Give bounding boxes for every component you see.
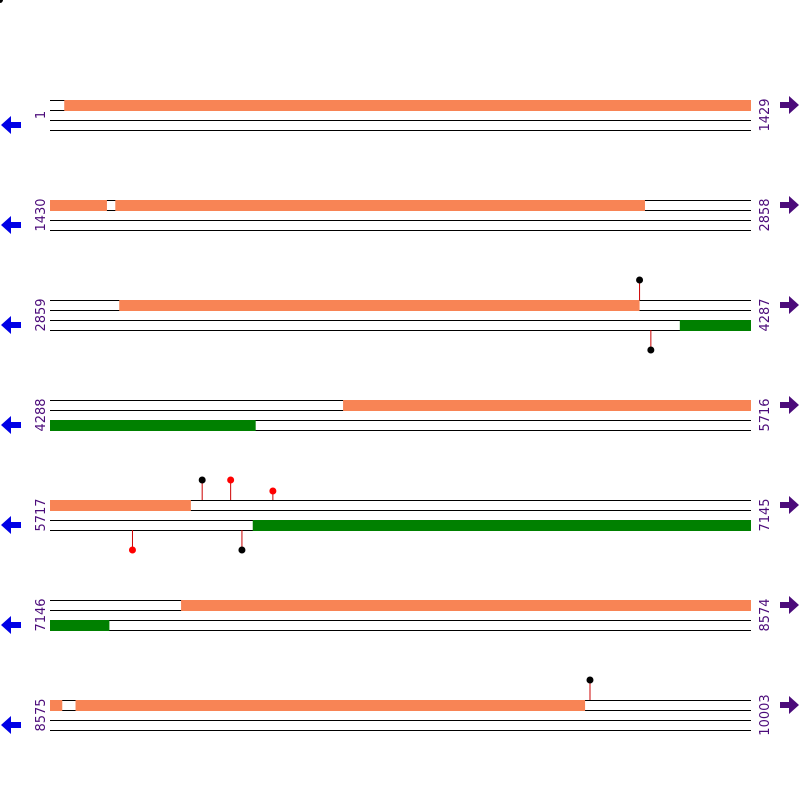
arrow-right-icon <box>780 96 799 114</box>
arrow-left-icon <box>1 616 21 634</box>
arrow-right-icon <box>780 696 799 714</box>
marker-dot <box>636 276 644 284</box>
forward-feature <box>50 500 191 511</box>
forward-feature <box>181 600 751 611</box>
row-start-label: 2859 <box>34 298 49 331</box>
row-end-label: 2858 <box>758 198 773 231</box>
row-end-label: 7145 <box>758 498 773 531</box>
row-end-label: 8574 <box>758 598 773 631</box>
forward-feature <box>64 100 752 111</box>
corner-dot <box>0 0 3 3</box>
arrow-right-icon <box>780 496 799 514</box>
map-row: 1 1429 <box>1 96 799 134</box>
arrow-left-icon <box>1 216 21 234</box>
row-start-label: 1430 <box>34 198 49 231</box>
marker-dot <box>238 546 246 554</box>
marker-dot <box>586 676 594 684</box>
row-end-label: 10003 <box>758 694 773 735</box>
reverse-feature <box>50 420 256 431</box>
row-end-label: 4287 <box>758 298 773 331</box>
map-row: 4288 5716 <box>1 396 799 434</box>
arrow-left-icon <box>1 716 21 734</box>
map-row: 7146 8574 <box>1 596 799 634</box>
forward-feature <box>50 700 63 711</box>
forward-feature <box>119 300 640 311</box>
forward-feature <box>50 200 107 211</box>
marker-dot <box>128 546 136 554</box>
reverse-feature <box>252 520 752 531</box>
marker-dot <box>198 476 206 484</box>
forward-feature <box>115 200 645 211</box>
row-start-label: 1 <box>34 111 49 119</box>
reverse-feature <box>679 320 751 331</box>
reverse-feature <box>50 620 110 631</box>
map-row: 8575 10003 <box>1 676 799 736</box>
marker-dot <box>269 487 277 495</box>
marker-dot <box>227 476 235 484</box>
forward-feature <box>75 700 586 711</box>
arrow-left-icon <box>1 316 21 334</box>
forward-feature <box>343 400 751 411</box>
map-row: 2859 4287 <box>1 276 799 354</box>
row-start-label: 7146 <box>34 598 49 631</box>
arrow-right-icon <box>780 596 799 614</box>
row-end-label: 5716 <box>758 398 773 431</box>
row-start-label: 8575 <box>34 698 49 731</box>
arrow-left-icon <box>1 516 21 534</box>
row-end-label: 1429 <box>758 98 773 131</box>
arrow-right-icon <box>780 396 799 414</box>
marker-dot <box>647 346 655 354</box>
map-row: 5717 7145 <box>1 476 799 554</box>
arrow-left-icon <box>1 116 21 134</box>
arrow-right-icon <box>780 196 799 214</box>
map-row: 1430 2858 <box>1 196 799 234</box>
row-start-label: 5717 <box>34 498 49 531</box>
arrow-left-icon <box>1 416 21 434</box>
row-start-label: 4288 <box>34 398 49 431</box>
arrow-right-icon <box>780 296 799 314</box>
